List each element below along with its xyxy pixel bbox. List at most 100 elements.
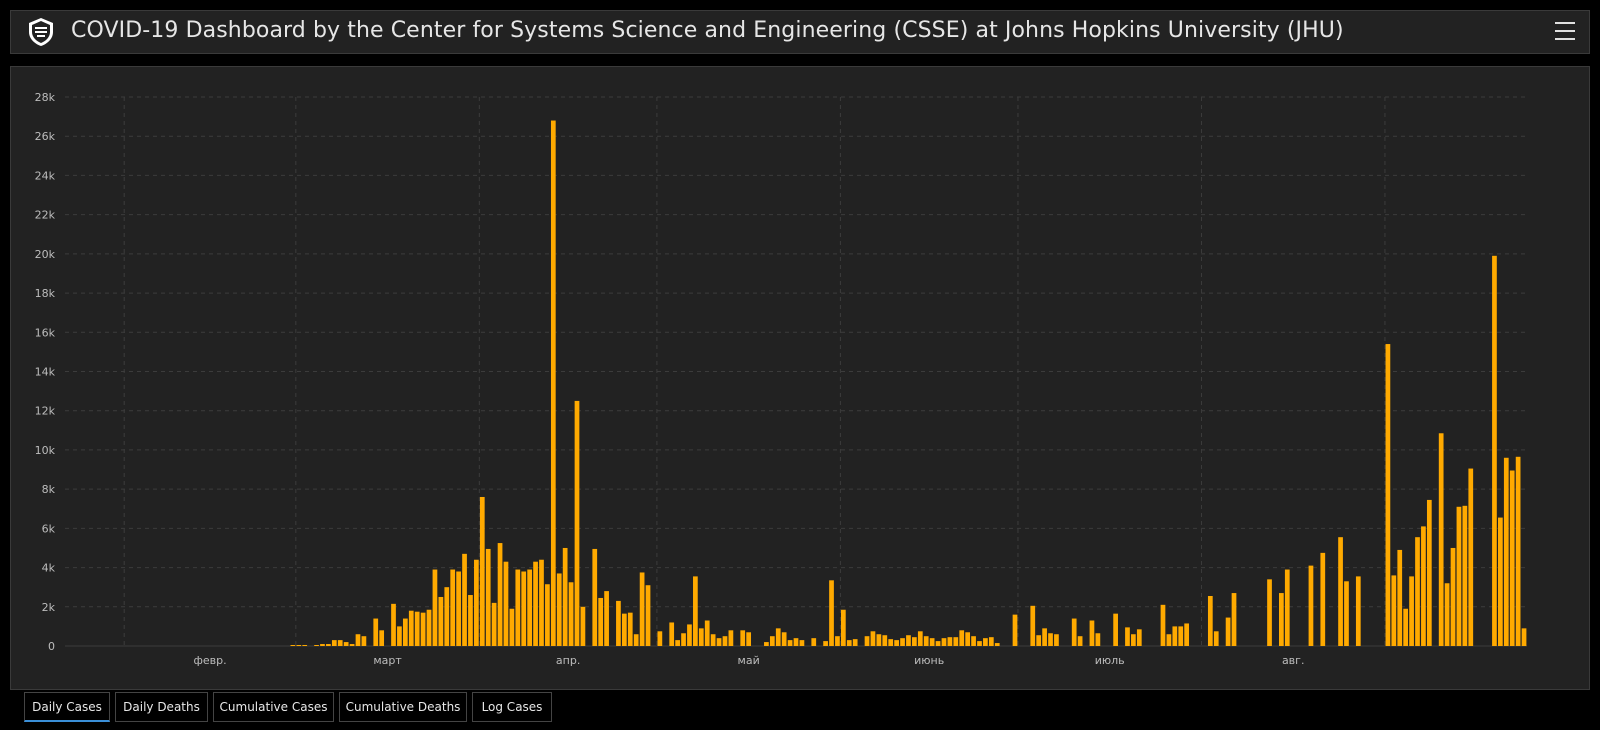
tab-cumulative-deaths[interactable]: Cumulative Deaths [339, 692, 467, 722]
bar [1338, 537, 1343, 646]
bar [1178, 626, 1184, 646]
bar [592, 548, 598, 646]
x-tick-label: февр. [193, 654, 226, 667]
bar [426, 609, 432, 646]
bar [1207, 596, 1213, 646]
y-tick-label: 8k [42, 483, 56, 496]
bar [888, 639, 894, 646]
bar [639, 572, 645, 646]
daily-cases-chart: 0 2k 4k 6k 8k 10k 12k 14k 16k 18k 20k 22k 24k 26k 28k ф… [35, 91, 1527, 667]
y-tick-label: 26k [35, 130, 56, 143]
bar [1184, 623, 1190, 646]
bar [1421, 526, 1426, 646]
tab-daily-cases[interactable]: Daily Cases [24, 692, 110, 722]
bar [397, 626, 402, 646]
bar [669, 622, 675, 646]
dashboard-header: COVID-19 Dashboard by the Center for Sys… [10, 10, 1590, 54]
bar [1462, 505, 1468, 646]
bar [1444, 583, 1450, 646]
bar [882, 635, 888, 646]
bar [479, 496, 485, 646]
bar [977, 641, 982, 646]
bar [864, 636, 870, 646]
bar [1225, 617, 1231, 646]
bar [906, 635, 911, 646]
bar [894, 640, 899, 646]
y-tick-label: 12k [35, 405, 56, 418]
tab-log-cases[interactable]: Log Cases [472, 692, 552, 722]
y-tick-label: 20k [35, 248, 56, 261]
bar [645, 585, 651, 646]
bar [823, 641, 828, 646]
bar [1267, 579, 1272, 646]
bar [959, 630, 965, 646]
bar [402, 618, 408, 646]
tab-cumulative-cases[interactable]: Cumulative Cases [213, 692, 334, 722]
x-tick-label: май [738, 654, 760, 667]
bar [1012, 614, 1018, 646]
bar [1385, 344, 1391, 646]
y-tick-label: 18k [35, 287, 56, 300]
bar [1284, 569, 1290, 646]
bar [835, 636, 840, 646]
bar [781, 632, 787, 646]
bar [1308, 565, 1314, 646]
bar [521, 571, 527, 646]
bar [444, 587, 450, 646]
bar [876, 634, 882, 646]
bar [1438, 433, 1444, 646]
bar [314, 645, 319, 646]
bar [373, 618, 379, 646]
bar [515, 569, 521, 646]
bar [562, 547, 568, 646]
bar [533, 561, 538, 646]
bar [681, 633, 686, 646]
bar [935, 641, 941, 646]
bar [687, 624, 692, 646]
y-tick-label: 6k [42, 522, 56, 535]
hamburger-menu-icon[interactable] [1555, 22, 1575, 40]
bar [1521, 628, 1527, 646]
bar [1036, 635, 1042, 646]
bar [787, 640, 793, 646]
bar [320, 644, 325, 646]
bar [361, 636, 367, 646]
bar [953, 637, 959, 646]
y-tick-label: 24k [35, 169, 56, 182]
y-tick-label: 10k [35, 444, 56, 457]
bar [722, 636, 728, 646]
bar [900, 638, 905, 646]
bar [527, 569, 533, 646]
bar [556, 573, 562, 646]
bar [1403, 608, 1409, 646]
bar [604, 591, 609, 646]
bar [728, 630, 734, 646]
bar [740, 630, 746, 646]
bar [474, 559, 479, 646]
x-tick-label: апр. [556, 654, 580, 667]
bar [326, 644, 331, 646]
bar [1397, 549, 1403, 646]
bar [616, 600, 621, 646]
bar [746, 632, 752, 646]
bar [799, 640, 805, 646]
bar [1048, 633, 1053, 646]
bar [852, 639, 858, 646]
bar [491, 602, 497, 646]
bar [1515, 456, 1521, 646]
bar [627, 612, 633, 646]
bar [994, 643, 1000, 646]
bar [574, 400, 580, 646]
bar [1279, 593, 1284, 646]
bar [633, 634, 639, 646]
bar [657, 631, 663, 646]
tab-daily-deaths[interactable]: Daily Deaths [115, 692, 208, 722]
bar [840, 609, 846, 646]
bar [450, 569, 456, 646]
bar [1071, 618, 1077, 646]
bar [545, 584, 550, 646]
bar [1131, 634, 1136, 646]
bar [485, 548, 491, 646]
bar [971, 636, 976, 646]
bar [1136, 629, 1142, 646]
